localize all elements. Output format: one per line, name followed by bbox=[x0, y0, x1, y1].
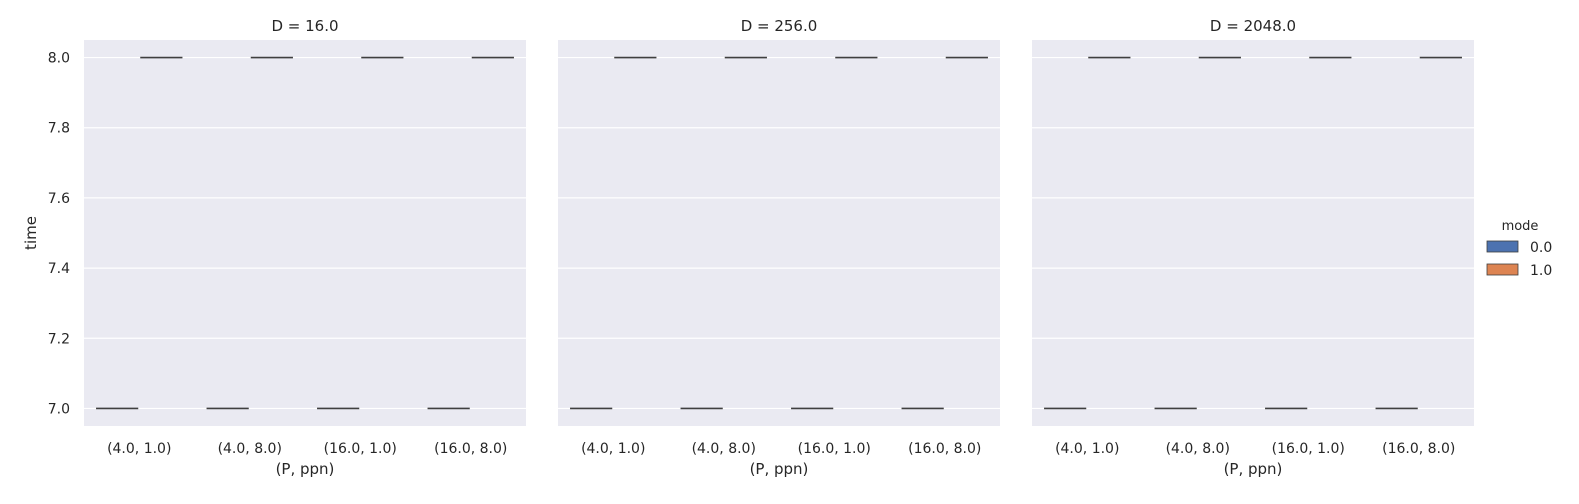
y-tick-label-4: 7.8 bbox=[48, 121, 70, 137]
panel-title-1: D = 16.0 bbox=[271, 17, 338, 35]
legend-label-0: 0.0 bbox=[1530, 240, 1552, 256]
x-tick-label-p2-2: (16.0, 1.0) bbox=[798, 441, 871, 457]
legend-label-1: 1.0 bbox=[1530, 263, 1552, 279]
panel-background-1 bbox=[84, 40, 526, 426]
x-tick-label-p3-0: (4.0, 1.0) bbox=[1055, 441, 1119, 457]
x-tick-label-p2-3: (16.0, 8.0) bbox=[908, 441, 981, 457]
x-tick-label-p3-1: (4.0, 8.0) bbox=[1166, 441, 1230, 457]
legend-title: mode bbox=[1502, 219, 1539, 234]
x-tick-label-p1-1: (4.0, 8.0) bbox=[218, 441, 282, 457]
y-axis-label: time bbox=[22, 216, 40, 250]
panel-background-3 bbox=[1032, 40, 1474, 426]
y-tick-label-2: 7.4 bbox=[48, 261, 70, 277]
panel-background-2 bbox=[558, 40, 1000, 426]
legend-swatch-1 bbox=[1486, 263, 1519, 276]
x-tick-label-p1-2: (16.0, 1.0) bbox=[324, 441, 397, 457]
panel-title-2: D = 256.0 bbox=[741, 17, 818, 35]
y-tick-label-1: 7.2 bbox=[48, 331, 70, 347]
y-tick-label-0: 7.0 bbox=[48, 401, 70, 417]
panel-title-3: D = 2048.0 bbox=[1210, 17, 1296, 35]
x-tick-label-p1-0: (4.0, 1.0) bbox=[107, 441, 171, 457]
x-axis-label-1: (P, ppn) bbox=[276, 460, 335, 478]
x-tick-label-p3-3: (16.0, 8.0) bbox=[1382, 441, 1455, 457]
y-tick-label-5: 8.0 bbox=[48, 51, 70, 67]
x-tick-label-p2-1: (4.0, 8.0) bbox=[692, 441, 756, 457]
x-tick-label-p2-0: (4.0, 1.0) bbox=[581, 441, 645, 457]
y-tick-label-3: 7.6 bbox=[48, 191, 70, 207]
legend-swatch-0 bbox=[1486, 240, 1519, 253]
x-tick-label-p1-3: (16.0, 8.0) bbox=[434, 441, 507, 457]
x-tick-label-p3-2: (16.0, 1.0) bbox=[1272, 441, 1345, 457]
x-axis-label-3: (P, ppn) bbox=[1224, 460, 1283, 478]
x-axis-label-2: (P, ppn) bbox=[750, 460, 809, 478]
